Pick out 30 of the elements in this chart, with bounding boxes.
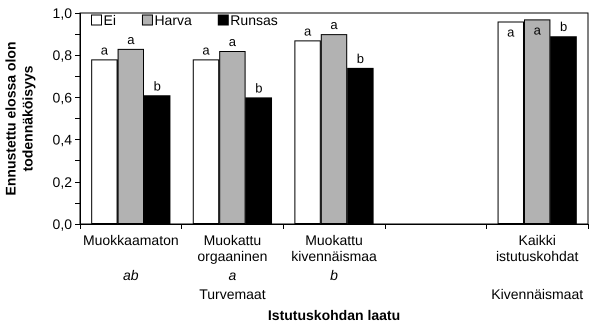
y-tick-label: 0,2 bbox=[52, 174, 72, 190]
data-label: b bbox=[356, 50, 364, 66]
data-label: a bbox=[534, 22, 542, 38]
legend-label: Ei bbox=[104, 12, 116, 28]
legend-label: Runsas bbox=[230, 12, 278, 28]
data-label: a bbox=[100, 42, 109, 58]
data-label: a bbox=[507, 24, 516, 40]
data-label: a bbox=[304, 23, 312, 38]
legend-label: Harva bbox=[154, 12, 192, 28]
y-tick-label: 0,0 bbox=[52, 216, 72, 232]
y-tick-label: 1,0 bbox=[52, 5, 72, 21]
text: b bbox=[330, 267, 338, 283]
text: Turvemaat bbox=[199, 286, 266, 302]
data-label: b bbox=[560, 19, 568, 34]
text: a bbox=[228, 267, 236, 283]
y-tick-label: 0,6 bbox=[52, 89, 72, 106]
x-axis-title: Istutuskohdan laatu bbox=[268, 307, 400, 323]
data-label: b bbox=[154, 78, 161, 94]
x-tick-label: Kaikki istutuskohdat bbox=[496, 232, 579, 264]
x-tick-label: Muokkaamaton bbox=[82, 232, 179, 248]
y-tick-label: 0,4 bbox=[52, 132, 72, 148]
data-label: a bbox=[330, 17, 338, 32]
text: ab bbox=[123, 267, 139, 283]
y-tick-label: 0,8 bbox=[52, 47, 72, 64]
data-label: a bbox=[228, 34, 237, 49]
text: Kivennäismaat bbox=[491, 286, 584, 302]
data-label: b bbox=[255, 80, 262, 96]
data-label: a bbox=[202, 42, 210, 58]
y-axis-title: Ennustettu elossa olon todennäköisyys bbox=[2, 41, 36, 196]
data-label: a bbox=[127, 32, 136, 47]
